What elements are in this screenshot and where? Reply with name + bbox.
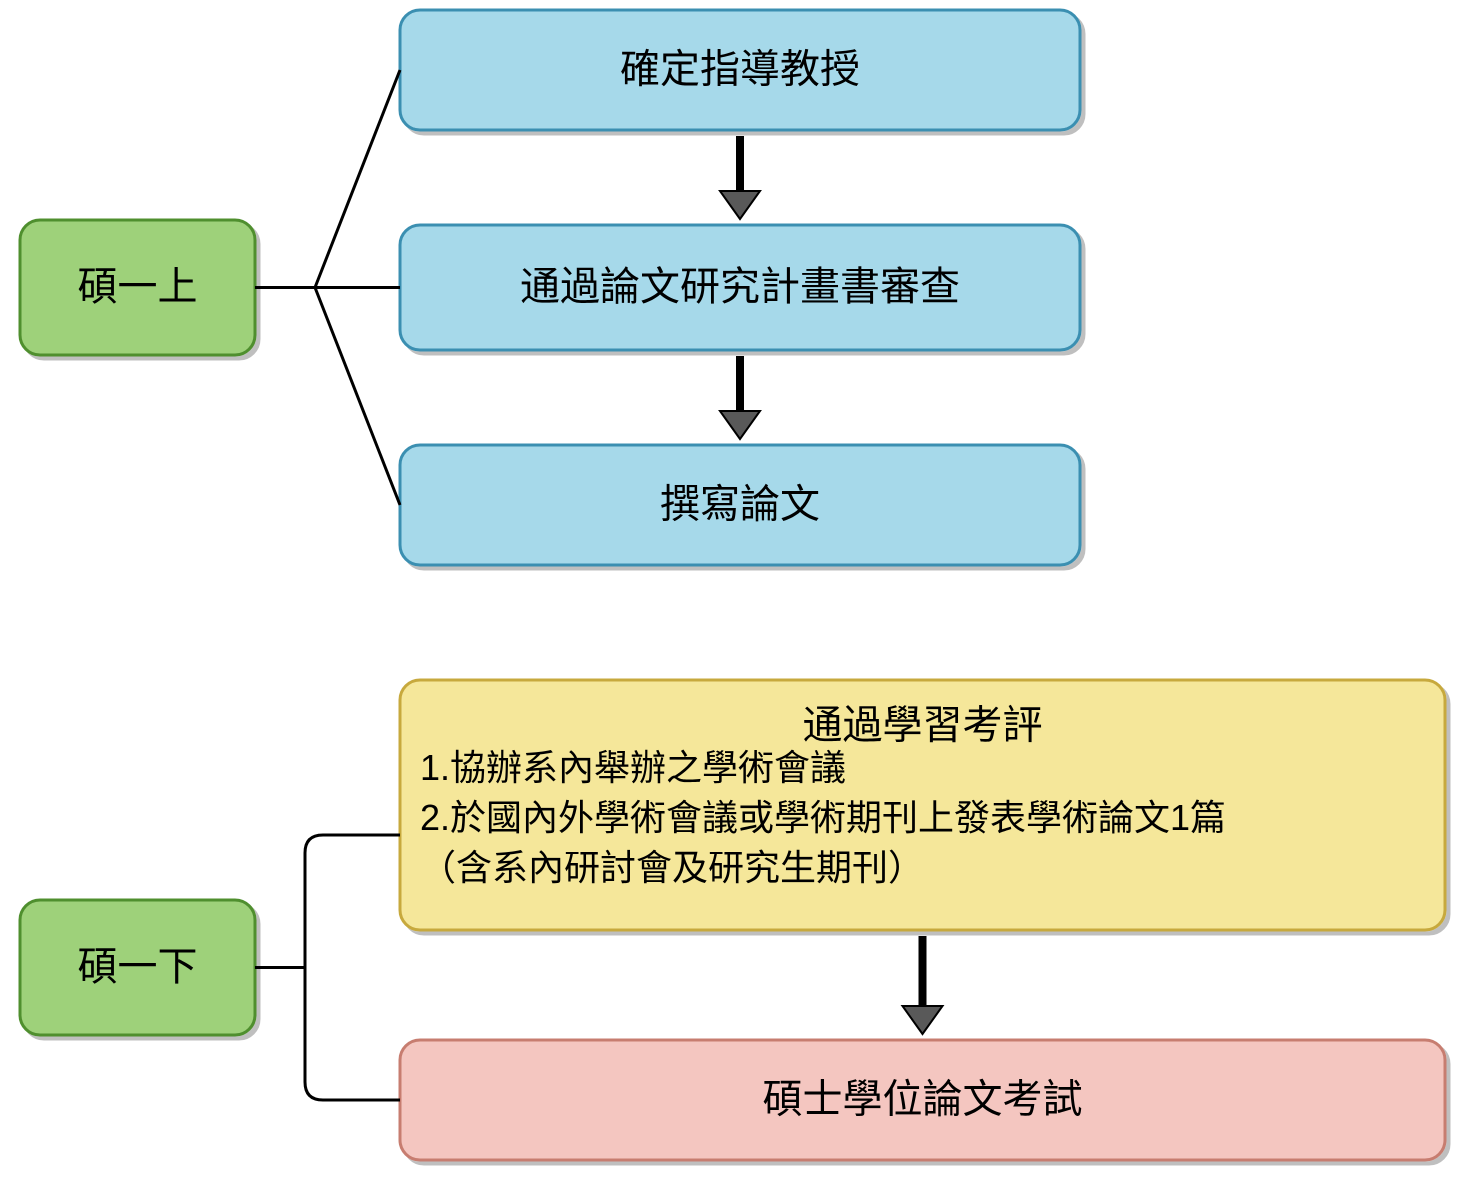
arrow-3-head-icon bbox=[903, 1006, 943, 1034]
semester-2-label: 碩一下 bbox=[78, 945, 198, 989]
arrow-2-head-icon bbox=[720, 411, 760, 439]
exam-label: 碩士學位論文考試 bbox=[763, 1078, 1083, 1122]
connector-sem1-3 bbox=[315, 288, 400, 506]
connector-sem1-1 bbox=[315, 70, 400, 288]
semester-1-label: 碩一上 bbox=[78, 265, 198, 309]
step-1-label: 確定指導教授 bbox=[620, 48, 860, 92]
evaluation-item-3: （含系內研討會及研究生期刊） bbox=[420, 847, 924, 888]
arrow-1-head-icon bbox=[720, 191, 760, 219]
step-3-label: 撰寫論文 bbox=[660, 483, 820, 527]
evaluation-item-2: 2.於國內外學術會議或學術期刊上發表學術論文1篇 bbox=[420, 797, 1226, 838]
evaluation-title: 通過學習考評 bbox=[803, 704, 1043, 748]
evaluation-item-1: 1.協辦系內舉辦之學術會議 bbox=[420, 747, 846, 788]
step-2-label: 通過論文研究計畫書審查 bbox=[520, 265, 960, 309]
